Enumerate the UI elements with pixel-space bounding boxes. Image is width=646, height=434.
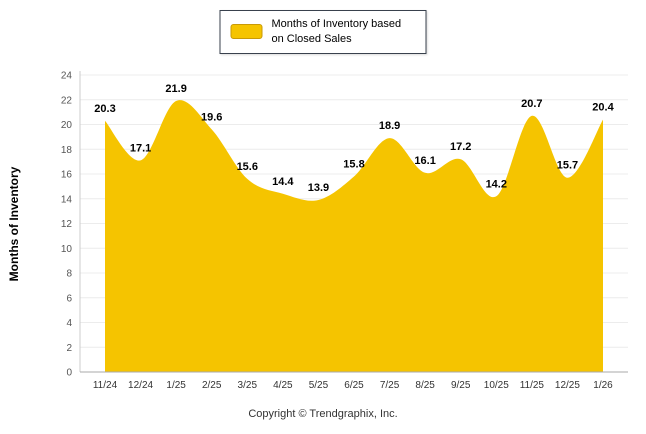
value-label: 14.2 [486, 178, 507, 190]
y-tick-label: 20 [61, 120, 73, 131]
legend: Months of Inventory based on Closed Sale… [219, 10, 427, 54]
value-label: 20.7 [521, 98, 542, 110]
x-tick-label: 1/25 [166, 380, 186, 391]
y-tick-label: 16 [61, 170, 73, 181]
y-tick-label: 24 [61, 71, 73, 82]
x-tick-label: 9/25 [451, 380, 471, 391]
area-path [105, 100, 603, 372]
y-axis-title: Months of Inventory [7, 166, 21, 281]
value-label: 17.2 [450, 141, 471, 153]
x-tick-label: 11/24 [93, 380, 118, 391]
copyright: Copyright © Trendgraphix, Inc. [248, 408, 398, 420]
value-label: 18.9 [379, 120, 400, 132]
x-tick-label: 6/25 [344, 380, 364, 391]
value-label: 21.9 [165, 83, 186, 95]
value-label: 16.1 [414, 155, 435, 167]
legend-label: Months of Inventory based on Closed Sale… [271, 18, 402, 45]
x-tick-label: 5/25 [309, 380, 329, 391]
y-tick-label: 14 [61, 194, 73, 205]
value-label: 17.1 [130, 142, 151, 154]
x-tick-label: 4/25 [273, 380, 293, 391]
value-label: 14.4 [272, 176, 294, 188]
x-tick-label: 1/26 [593, 380, 613, 391]
value-label: 15.8 [343, 158, 364, 170]
x-tick-label: 8/25 [415, 380, 435, 391]
x-tick-label: 11/25 [520, 380, 545, 391]
value-label: 15.7 [557, 160, 578, 172]
y-tick-label: 4 [66, 318, 72, 329]
value-label: 19.6 [201, 111, 222, 123]
y-tick-label: 12 [61, 219, 73, 230]
y-tick-label: 2 [66, 343, 72, 354]
x-tick-label: 10/25 [484, 380, 509, 391]
x-tick-label: 3/25 [238, 380, 258, 391]
x-tick-label: 12/25 [555, 380, 580, 391]
x-tick-label: 2/25 [202, 380, 222, 391]
y-tick-label: 10 [61, 244, 73, 255]
y-tick-label: 22 [61, 95, 73, 106]
x-tick-label: 7/25 [380, 380, 400, 391]
value-label: 20.4 [592, 102, 614, 114]
y-tick-label: 0 [66, 368, 72, 379]
legend-swatch [230, 24, 263, 40]
value-label: 20.3 [94, 103, 115, 115]
y-tick-label: 8 [66, 269, 72, 280]
y-tick-label: 18 [61, 145, 73, 156]
value-label: 13.9 [308, 182, 329, 194]
x-tick-label: 12/24 [128, 380, 153, 391]
y-tick-label: 6 [66, 293, 72, 304]
value-label: 15.6 [237, 161, 258, 173]
